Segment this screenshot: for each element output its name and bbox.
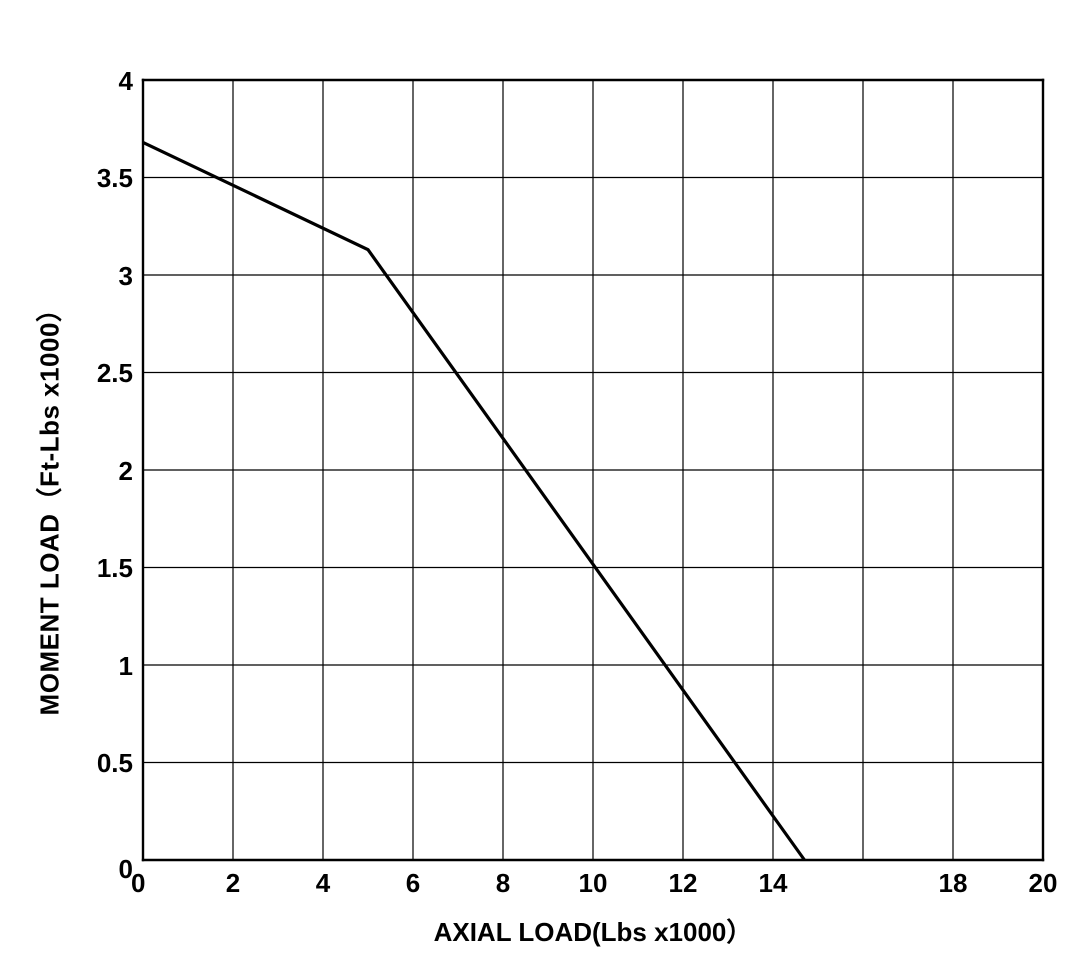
x-tick-label: 20 xyxy=(1003,868,1082,899)
x-tick-label: 18 xyxy=(913,868,993,899)
y-tick-label: 0 xyxy=(119,854,133,885)
x-axis-title: AXIAL LOAD(Lbs x1000） xyxy=(143,912,1043,949)
x-tick-label: 8 xyxy=(463,868,543,899)
y-tick-label: 4 xyxy=(119,66,133,97)
y-tick-label: 1 xyxy=(119,651,133,682)
y-tick-label: 0.5 xyxy=(97,748,133,779)
y-tick-label: 3.5 xyxy=(97,163,133,194)
x-tick-label: 4 xyxy=(283,868,363,899)
x-tick-label: 6 xyxy=(373,868,453,899)
load-chart: MOMENT LOAD（Ft-Lbs x1000） AXIAL LOAD(Lbs… xyxy=(0,0,1082,970)
x-tick-label: 14 xyxy=(733,868,813,899)
x-tick-label: 2 xyxy=(193,868,273,899)
chart-canvas xyxy=(0,0,1082,970)
x-tick-label: 10 xyxy=(553,868,633,899)
y-tick-label: 2.5 xyxy=(97,358,133,389)
y-axis-title: MOMENT LOAD（Ft-Lbs x1000） xyxy=(30,256,67,756)
y-tick-label: 3 xyxy=(119,261,133,292)
y-tick-label: 2 xyxy=(119,456,133,487)
x-tick-label: 0 xyxy=(131,868,155,899)
x-tick-label: 12 xyxy=(643,868,723,899)
y-tick-label: 1.5 xyxy=(97,553,133,584)
